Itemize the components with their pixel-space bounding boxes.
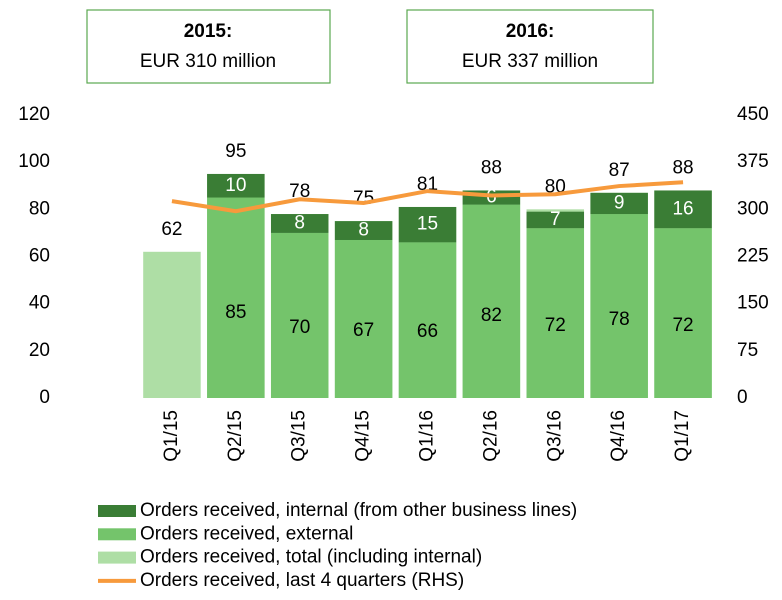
line — [171, 180, 684, 214]
legend-label: Orders received, total (including intern… — [140, 547, 482, 568]
data-label: 15 — [417, 214, 438, 235]
bar-segment — [526, 228, 585, 398]
y-tick-label: 80 — [29, 198, 50, 219]
data-label: 8 — [358, 220, 369, 241]
y2-tick-label: 225 — [737, 246, 769, 267]
data-label: 72 — [672, 315, 693, 336]
bar-segment — [462, 204, 521, 398]
data-label: 82 — [481, 305, 502, 326]
bar-segment — [334, 239, 393, 398]
y2-tick-label: 450 — [737, 104, 769, 125]
annotation-box — [406, 9, 654, 84]
y2-tick-label: 0 — [737, 387, 748, 408]
total-label: 75 — [353, 188, 374, 209]
total-label: 95 — [225, 141, 246, 162]
bar-segment — [590, 214, 648, 398]
legend-swatch — [98, 551, 136, 564]
data-label: 66 — [417, 321, 438, 342]
y-tick-label: 100 — [18, 151, 50, 172]
annotation-title: 2016: — [506, 21, 555, 42]
x-tick-label: Q1/15 — [161, 410, 182, 462]
annotation-title: 2015: — [184, 21, 233, 42]
y2-tick-label: 150 — [737, 293, 769, 314]
bar-segment — [654, 190, 712, 229]
total-label: 62 — [161, 219, 182, 240]
annotation-text: EUR 310 million — [140, 51, 276, 72]
bar-segment — [270, 232, 329, 398]
bar — [143, 251, 201, 398]
legend-label: Orders received, external — [140, 523, 353, 544]
data-label: 70 — [289, 317, 310, 338]
y-tick-label: 120 — [18, 104, 50, 125]
x-tick-label: Q3/16 — [544, 410, 565, 462]
bar-segment — [526, 211, 585, 229]
annotation-box — [86, 9, 331, 84]
x-tick-label: Q2/16 — [480, 410, 501, 462]
legend-label: Orders received, internal (from other bu… — [140, 500, 577, 521]
legend-swatch — [98, 505, 136, 517]
y2-tick-label: 375 — [737, 151, 769, 172]
x-tick-label: Q4/16 — [608, 410, 629, 462]
bar-segment — [654, 228, 712, 398]
legend-label: Orders received, last 4 quarters (RHS) — [140, 570, 464, 591]
data-label: 16 — [672, 198, 693, 219]
total-label: 87 — [609, 160, 630, 181]
legend-swatch — [98, 528, 136, 541]
data-label: 10 — [225, 175, 246, 196]
x-tick-label: Q4/15 — [353, 410, 374, 462]
bar-segment — [590, 192, 648, 215]
data-label: 8 — [294, 212, 305, 233]
x-tick-label: Q3/15 — [289, 410, 310, 462]
data-label: 85 — [225, 302, 246, 323]
x-tick-label: Q1/17 — [672, 410, 693, 462]
y-tick-label: 20 — [29, 340, 50, 361]
bar-segment — [207, 197, 265, 398]
data-label: 9 — [614, 192, 625, 213]
x-tick-label: Q1/16 — [417, 410, 438, 462]
data-label: 67 — [353, 320, 374, 341]
y-tick-label: 40 — [29, 293, 50, 314]
data-label: 78 — [609, 309, 630, 330]
bar-segment — [334, 221, 393, 240]
total-label: 88 — [672, 157, 693, 178]
bar-segment — [398, 206, 457, 243]
x-tick-label: Q2/15 — [225, 410, 246, 462]
y2-tick-label: 75 — [737, 340, 758, 361]
data-label: 72 — [545, 315, 566, 336]
total-label: 78 — [289, 181, 310, 202]
bar-segment — [270, 214, 329, 233]
y-tick-label: 0 — [39, 387, 50, 408]
total-label: 88 — [481, 157, 502, 178]
y-tick-label: 60 — [29, 246, 50, 267]
annotation-text: EUR 337 million — [462, 51, 598, 72]
bar-segment — [398, 242, 457, 398]
data-label: 7 — [550, 209, 561, 230]
y2-tick-label: 300 — [737, 198, 769, 219]
bar-segment — [207, 173, 265, 198]
